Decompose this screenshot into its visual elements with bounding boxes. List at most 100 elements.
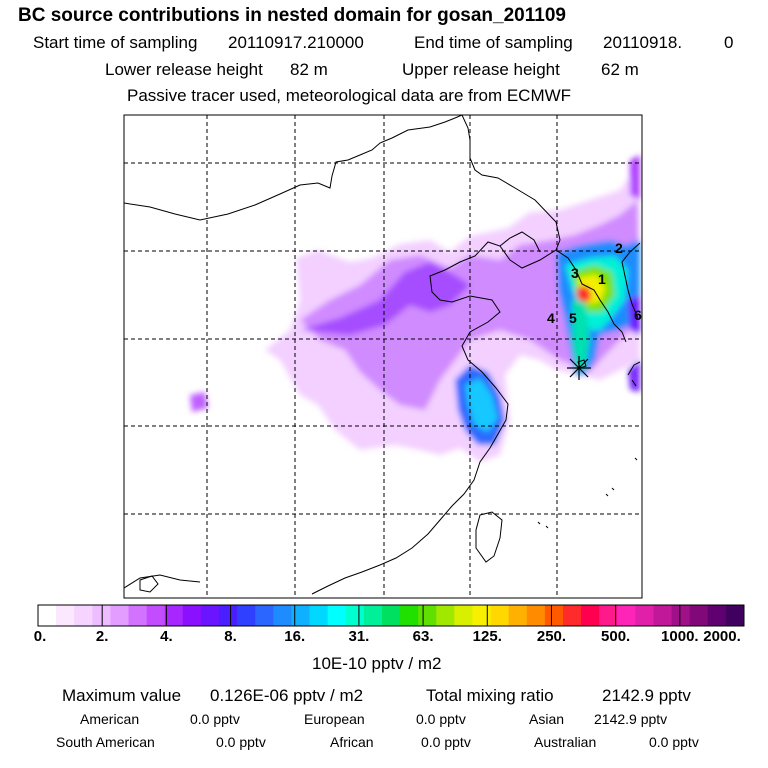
map-frame <box>123 114 643 599</box>
colorbar-swatch-21 <box>418 605 437 626</box>
map-gridlines <box>124 115 642 598</box>
coastlines <box>124 115 641 595</box>
colorbar-tick-label-8: 250. <box>536 628 567 645</box>
colorbar-swatch-30 <box>581 605 600 626</box>
colorbar-tick-label-3: 8. <box>224 628 237 645</box>
colorbar-swatch-38 <box>725 605 745 626</box>
colorbar-swatch-31 <box>599 605 618 626</box>
region-label-6: 6 <box>634 307 642 323</box>
taiwan <box>475 511 503 563</box>
colorbar-swatch-26 <box>508 605 528 626</box>
upper-height-value: 62 m <box>601 60 639 79</box>
colorbar-tick-label-2: 4. <box>160 628 173 645</box>
colorbar-swatch-7 <box>164 605 184 626</box>
region-label-1: 1 <box>598 271 606 287</box>
colorbar-swatch-35 <box>671 605 691 626</box>
colorbar-tick-label-4: 16. <box>284 628 306 645</box>
region-label-4: 4 <box>547 310 555 326</box>
plume-cyan-coast <box>465 378 498 432</box>
colorbar-swatch-22 <box>436 605 455 626</box>
colorbar-swatch-17 <box>345 605 365 626</box>
colorbar-swatch-2 <box>74 605 93 626</box>
colorbar-swatch-11 <box>237 605 256 626</box>
colorbar-swatch-9 <box>200 605 220 626</box>
plume-japan-patch <box>628 360 640 392</box>
colorbar <box>37 604 745 627</box>
south-american-value: 0.0 pptv <box>216 734 266 750</box>
colorbar-swatch-20 <box>400 605 419 626</box>
colorbar-swatch-36 <box>689 605 709 626</box>
asian-label: Asian <box>529 711 565 727</box>
american-label: American <box>80 711 140 727</box>
start-value: 20110917.210000 <box>228 33 364 52</box>
end-extra: 0 <box>724 33 734 52</box>
hainan <box>139 575 159 593</box>
lower-height-value: 82 m <box>290 60 328 79</box>
australian-label: Australian <box>534 734 597 750</box>
colorbar-swatch-33 <box>635 605 654 626</box>
colorbar-swatch-12 <box>255 605 274 626</box>
upper-height-label: Upper release height <box>402 60 560 79</box>
colorbar-tick-label-1: 2. <box>95 628 109 645</box>
asian-value: 2142.9 pptv <box>594 711 668 727</box>
colorbar-swatch-14 <box>291 605 311 626</box>
plume-layer <box>190 155 640 462</box>
colorbar-swatch-18 <box>363 605 383 626</box>
american-value: 0.0 pptv <box>190 711 240 727</box>
colorbar-swatch-16 <box>327 605 347 626</box>
colorbar-tick-label-7: 125. <box>472 628 502 645</box>
colorbar-swatch-32 <box>617 605 636 626</box>
ryukyu-dots <box>537 457 638 529</box>
plume-yellow-sea-strip <box>572 300 590 370</box>
plume-nw-patch <box>190 392 208 412</box>
mongolia-border <box>124 115 463 221</box>
colorbar-swatch-0 <box>38 605 57 626</box>
colorbar-swatch-13 <box>273 605 292 626</box>
plume-violet <box>300 262 470 335</box>
bohai-coast <box>311 241 557 595</box>
region-label-2: 2 <box>615 240 623 256</box>
max-value: 0.126E-06 pptv / m2 <box>210 686 364 705</box>
colorbar-tick-label-11: 2000. <box>703 628 741 645</box>
end-value: 20110918. <box>603 33 683 52</box>
region-label-3: 3 <box>571 265 579 281</box>
colorbar-tick-label-9: 500. <box>601 628 631 645</box>
colorbar-swatch-8 <box>182 605 202 626</box>
colorbar-tick-label-0: 0. <box>33 628 47 645</box>
receptor-star-icon <box>567 356 591 380</box>
south-border <box>124 574 201 589</box>
start-label: Start time of sampling <box>33 33 198 52</box>
plume-east-edge <box>628 295 640 335</box>
end-label: End time of sampling <box>414 33 573 52</box>
colorbar-swatch-15 <box>309 605 329 626</box>
african-value: 0.0 pptv <box>421 734 471 750</box>
total-mixing-label: Total mixing ratio <box>426 686 554 705</box>
kyushu <box>627 361 641 387</box>
colorbar-swatch-19 <box>381 605 401 626</box>
colorbar-swatch-5 <box>128 605 148 626</box>
plume-far-east <box>630 155 640 200</box>
european-value: 0.0 pptv <box>416 711 466 727</box>
colorbar-tick-label-6: 63. <box>412 628 434 645</box>
plume-korea-red <box>576 286 592 304</box>
colorbar-swatch-23 <box>454 605 473 626</box>
korea-east <box>621 242 641 319</box>
european-label: European <box>304 711 365 727</box>
korea-peninsula <box>555 249 627 343</box>
liaodong <box>499 231 541 253</box>
tracer-note: Passive tracer used, meteorological data… <box>127 86 572 105</box>
colorbar-swatch-1 <box>56 605 75 626</box>
colorbar-swatch-37 <box>707 605 727 626</box>
chart-title: BC source contributions in nested domain… <box>18 5 566 26</box>
colorbar-swatch-10 <box>219 605 238 626</box>
colorbar-swatch-3 <box>92 605 111 626</box>
region-label-5: 5 <box>569 310 577 326</box>
colorbar-swatch-6 <box>146 605 166 626</box>
northeast-border <box>461 115 561 251</box>
colorbar-unit: 10E-10 pptv / m2 <box>312 654 442 673</box>
colorbar-swatch-34 <box>653 605 673 626</box>
colorbar-swatch-29 <box>562 605 582 626</box>
african-label: African <box>330 734 374 750</box>
colorbar-swatch-25 <box>490 605 510 626</box>
